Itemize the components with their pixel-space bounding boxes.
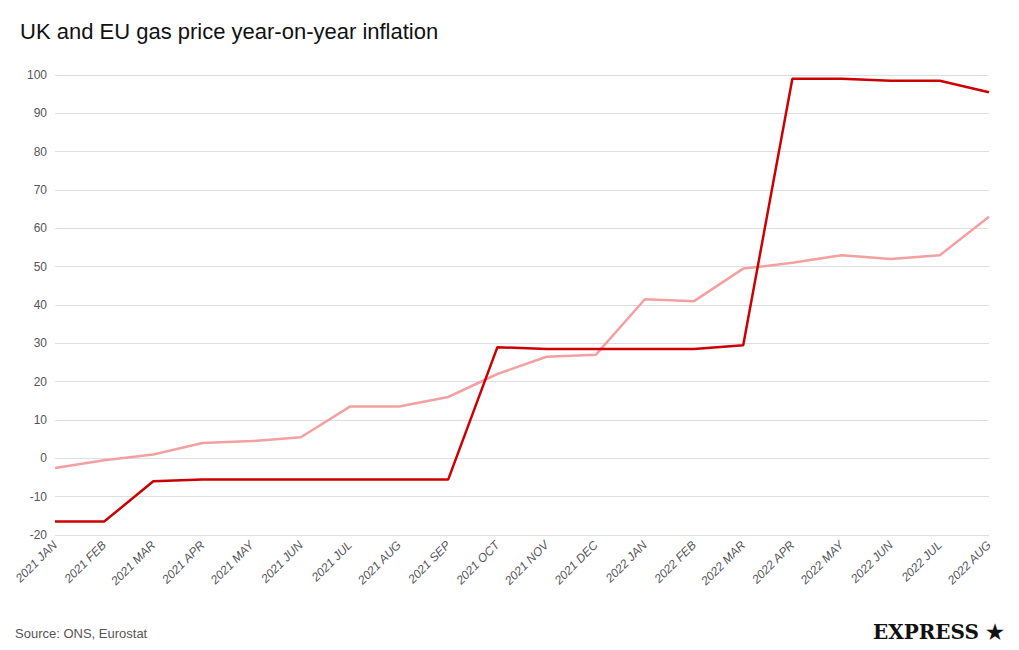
svg-text:2021 JUN: 2021 JUN [257, 538, 306, 587]
svg-text:2022 MAR: 2022 MAR [698, 538, 749, 589]
svg-text:UK and EU gas price year-on-ye: UK and EU gas price year-on-year inflati… [20, 19, 438, 44]
svg-text:2021 JAN: 2021 JAN [12, 538, 60, 586]
svg-text:2021 NOV: 2021 NOV [501, 537, 552, 588]
svg-text:2022 APR: 2022 APR [748, 538, 797, 587]
svg-text:100: 100 [27, 68, 47, 82]
svg-text:2021 APR: 2021 APR [159, 538, 208, 587]
svg-text:Source: ONS, Eurostat: Source: ONS, Eurostat [15, 626, 148, 641]
svg-text:2022 JUL: 2022 JUL [898, 538, 945, 585]
svg-text:2022 FEB: 2022 FEB [651, 538, 699, 586]
svg-text:30: 30 [34, 336, 48, 350]
svg-text:60: 60 [34, 221, 48, 235]
svg-text:2021 MAR: 2021 MAR [108, 538, 159, 589]
svg-text:2021 SEP: 2021 SEP [404, 538, 453, 587]
svg-text:40: 40 [34, 298, 48, 312]
svg-text:0: 0 [40, 451, 47, 465]
svg-text:-10: -10 [30, 490, 48, 504]
svg-text:2021 JUL: 2021 JUL [308, 538, 355, 585]
svg-text:2021 AUG: 2021 AUG [354, 538, 404, 588]
svg-text:2021 MAY: 2021 MAY [207, 537, 257, 587]
svg-text:70: 70 [34, 183, 48, 197]
svg-text:2022 JAN: 2022 JAN [602, 538, 650, 586]
svg-text:-20: -20 [30, 528, 48, 542]
svg-text:90: 90 [34, 106, 48, 120]
svg-text:EXPRESS ★: EXPRESS ★ [873, 620, 1004, 644]
svg-text:2021 FEB: 2021 FEB [61, 538, 109, 586]
svg-text:80: 80 [34, 145, 48, 159]
svg-text:2021 DEC: 2021 DEC [551, 538, 601, 588]
svg-text:50: 50 [34, 260, 48, 274]
svg-text:2022 AUG: 2022 AUG [944, 538, 994, 588]
svg-text:10: 10 [34, 413, 48, 427]
svg-text:2021 OCT: 2021 OCT [453, 537, 504, 588]
svg-text:20: 20 [34, 375, 48, 389]
svg-text:2022 MAY: 2022 MAY [797, 537, 847, 587]
svg-text:2022 JUN: 2022 JUN [847, 538, 896, 587]
